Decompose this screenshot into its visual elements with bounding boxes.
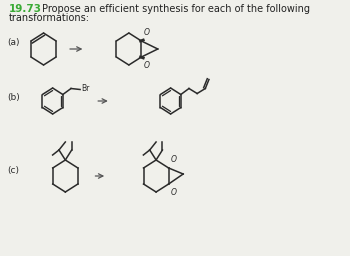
Text: O: O (170, 155, 176, 164)
Text: 19.73: 19.73 (9, 4, 42, 14)
Text: Propose an efficient synthesis for each of the following: Propose an efficient synthesis for each … (42, 4, 310, 14)
Text: O: O (170, 188, 176, 197)
Text: (c): (c) (7, 166, 19, 175)
Text: transformations:: transformations: (9, 13, 90, 23)
Text: O: O (144, 61, 150, 70)
Text: (a): (a) (7, 38, 20, 47)
Text: (b): (b) (7, 93, 20, 102)
Text: O: O (144, 28, 150, 37)
Text: Br: Br (81, 84, 89, 93)
